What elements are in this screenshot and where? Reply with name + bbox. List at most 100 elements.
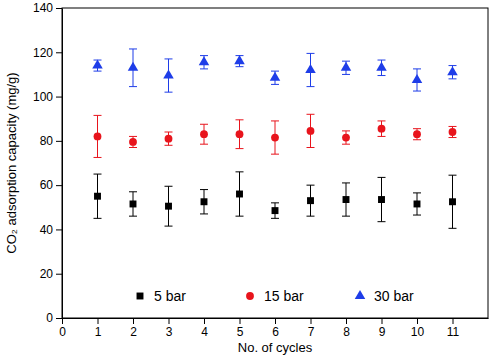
x-tick-mark [382,318,383,324]
y-tick: 60 [40,178,62,192]
x-tick-label: 10 [411,325,425,339]
series [92,49,458,92]
error-bar-cap [165,92,173,93]
error-bar [307,185,315,216]
x-tick-mark [204,318,205,324]
point [234,55,245,64]
error-bar [129,192,137,216]
y-tick-mark [56,141,62,142]
y-tick-label: 20 [40,267,54,281]
point [412,74,423,83]
error-bar-cap [307,216,315,217]
error-bar-cap [236,216,244,217]
point [343,196,350,203]
y-tick: 100 [33,90,62,104]
error-bar-cap [94,218,102,219]
point [236,130,244,138]
error-bar-cap [342,130,350,131]
y-tick: 140 [33,1,62,15]
y-axis-title: CO₂ adsorption capacity (mg/g) [4,72,19,253]
error-bar-cap [378,60,386,61]
error-bar-cap [413,91,421,92]
point [449,198,456,205]
error-bar [200,124,208,144]
error-bar-cap [200,144,208,145]
error-bar [236,120,244,149]
error-bar-cap [271,202,279,203]
x-tick-label: 5 [237,325,244,339]
error-bar-cap [236,119,244,120]
legend-label: 5 bar [154,288,186,304]
legend-marker [246,292,254,300]
error-bar-cap [165,132,173,133]
error-bar-cap [378,120,386,121]
error-bar-cap [271,154,279,155]
y-tick-label: 140 [33,1,53,15]
point [413,130,421,138]
error-bar-cap [200,124,208,125]
x-tick: 2 [130,318,137,339]
error-bar-cap [271,84,279,85]
error-bar-cap [200,213,208,214]
error-bar-cap [342,182,350,183]
x-tick: 0 [59,318,66,339]
plot: 012345678910110204060801001201405 bar15 … [33,1,489,338]
y-tick: 80 [40,134,62,148]
y-tick-mark [56,229,62,230]
error-bar-cap [129,86,137,87]
error-bar [413,193,421,215]
y-tick-label: 40 [40,223,54,237]
error-bar-cap [129,216,137,217]
point [414,201,421,208]
y-tick-mark [56,52,62,53]
legend-marker [137,293,144,300]
x-tick-mark [311,318,312,324]
error-bar-cap [271,71,279,72]
x-tick: 7 [308,318,315,339]
y-tick-label: 60 [40,178,54,192]
x-tick-label: 9 [379,325,386,339]
error-bar-cap [94,157,102,158]
error-bar [236,172,244,216]
error-bar-cap [449,228,457,229]
error-bar-cap [94,174,102,175]
error-bar-cap [307,86,315,87]
error-bar-cap [129,191,137,192]
x-tick-label: 2 [130,325,137,339]
error-bar [165,132,173,145]
x-tick: 8 [343,318,350,339]
x-tick-mark [346,318,347,324]
error-bar-cap [271,218,279,219]
error-bar-cap [342,61,350,62]
error-bar-cap [413,215,421,216]
plot-frame [62,8,488,318]
error-bar-cap [307,147,315,148]
error-bar [378,121,386,137]
point [307,127,315,135]
point [94,133,102,141]
error-bar [94,174,102,218]
y-tick: 20 [40,267,62,281]
legend-marker [355,290,366,299]
error-bar [378,177,386,221]
error-bar-cap [342,216,350,217]
point [165,203,172,210]
error-bar-cap [236,148,244,149]
error-bar-cap [378,177,386,178]
x-tick-mark [169,318,170,324]
error-bar [342,131,350,144]
x-tick-label: 7 [308,325,315,339]
chart: 012345678910110204060801001201405 bar15 … [0,0,494,358]
error-bar-cap [129,136,137,137]
error-bar-cap [413,68,421,69]
point [128,62,139,71]
x-tick-label: 11 [447,325,460,339]
x-tick-label: 1 [95,325,102,339]
point [447,66,458,75]
error-bar-cap [165,58,173,59]
point [129,138,137,146]
y-tick: 0 [46,311,62,325]
error-bar-cap [129,48,137,49]
error-bar-cap [271,120,279,121]
series [94,114,457,157]
